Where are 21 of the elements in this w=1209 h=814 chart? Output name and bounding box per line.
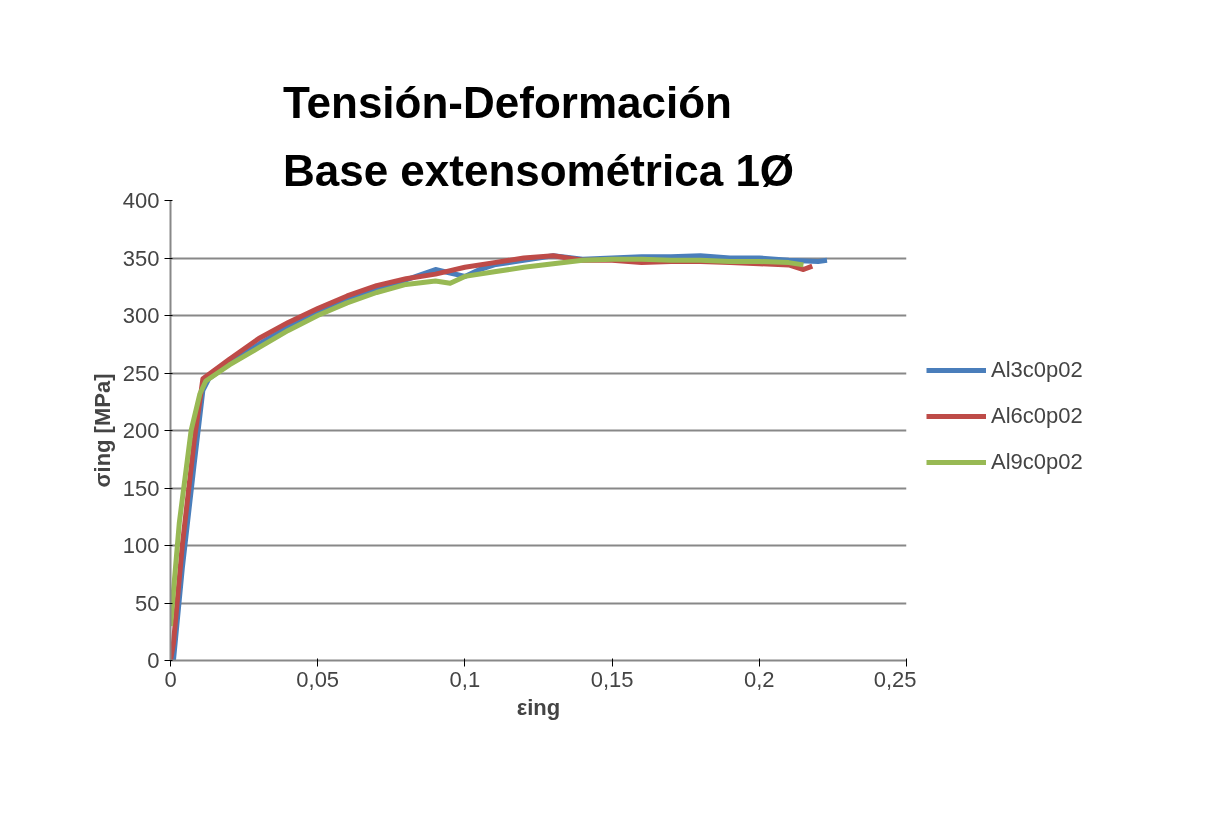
legend-label: Al9c0p02 [991,449,1083,475]
y-tick-label: 300 [122,303,160,328]
y-tick-label: 150 [122,475,160,501]
y-tick-label: 350 [122,245,160,271]
legend-label: Al3c0p02 [991,357,1083,383]
x-tick-label: 0,25 [873,666,917,692]
y-tick-label: 100 [122,533,160,558]
x-axis-title: εing [516,694,561,720]
y-tick-label: 50 [135,590,160,616]
y-tick-label: 250 [122,360,160,386]
y-tick-label: 0 [147,648,160,673]
x-tick-label: 0,05 [296,666,340,692]
x-tick-label: 0,15 [590,666,634,692]
y-axis-title: σing [MPa] [89,373,115,488]
x-tick-label: 0,1 [449,666,481,692]
x-tick-label: 0 [164,666,177,692]
y-tick-label: 400 [122,188,160,213]
y-tick-label: 200 [122,418,160,443]
x-tick-label: 0,2 [744,666,775,692]
legend-label: Al6c0p02 [991,403,1083,429]
chart-title: Tensión-Deformación Base extensométrica 1Ø [282,77,795,196]
